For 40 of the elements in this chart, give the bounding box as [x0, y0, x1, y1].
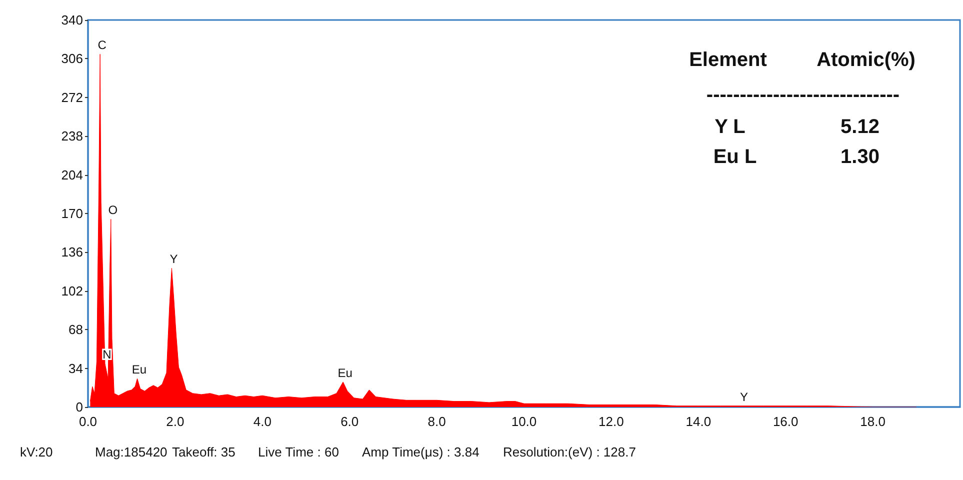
y-tick-label: 68 — [68, 322, 83, 338]
x-tick-label: 14.0 — [686, 414, 712, 429]
text: Mag:185420 — [95, 444, 168, 460]
text: Takeoff: 35 — [172, 444, 236, 460]
annotation: Y L — [714, 116, 746, 138]
y-tick-label: 170 — [61, 206, 83, 221]
text: kV:20 — [20, 444, 53, 460]
annotation: Atomic(%) — [816, 49, 916, 71]
annotation: 5.12 — [840, 116, 880, 138]
x-tick-label: 6.0 — [340, 414, 359, 429]
text: Amp Time(μs) : 3.84 — [362, 444, 480, 460]
x-tick-label: 4.0 — [253, 414, 272, 429]
annotation: Eu — [132, 362, 147, 377]
y-tick-label: 34 — [68, 360, 83, 376]
text: Live Time : 60 — [258, 444, 339, 460]
annotation: Eu L — [713, 146, 757, 168]
y-tick-label: 102 — [61, 283, 83, 298]
y-tick-label: 340 — [61, 12, 83, 28]
annotation: ----------------------------- — [706, 84, 900, 106]
x-tick-label: 8.0 — [428, 414, 446, 429]
y-tick-label: 272 — [61, 90, 83, 105]
annotation: Y — [740, 390, 748, 404]
x-tick-label: 16.0 — [772, 414, 798, 429]
annotation: Eu — [338, 366, 352, 380]
text: Resolution:(eV) : 128.7 — [503, 444, 636, 460]
annotation: O — [108, 203, 118, 218]
annotation: Element — [689, 49, 768, 71]
annotation: 1.30 — [840, 146, 880, 168]
annotation: C — [98, 38, 107, 52]
y-tick-label: 0 — [76, 400, 83, 414]
y-tick-label: 238 — [61, 128, 83, 144]
annotation: Y — [170, 252, 178, 266]
y-tick-label: 306 — [61, 51, 83, 66]
x-tick-label: 18.0 — [860, 414, 886, 429]
x-tick-label: 12.0 — [598, 414, 624, 429]
y-tick-label: 136 — [61, 244, 83, 260]
y-tick-label: 204 — [61, 167, 83, 182]
x-tick-label: 10.0 — [511, 414, 537, 429]
x-tick-label: 0.0 — [78, 414, 98, 429]
x-tick-label: 2.0 — [166, 414, 184, 429]
